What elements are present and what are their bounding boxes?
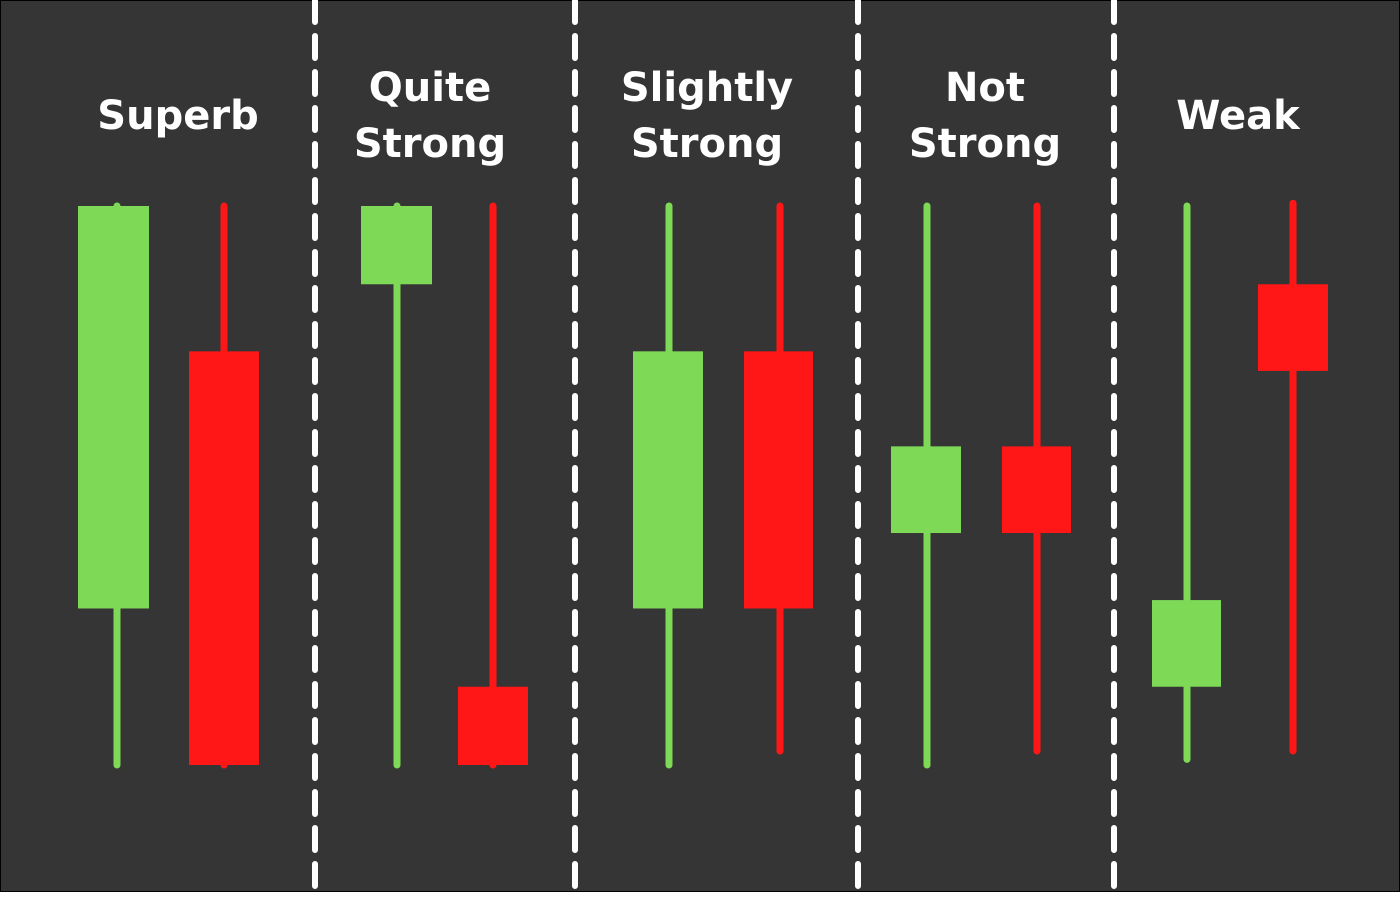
bullish-candle (78, 202, 149, 769)
column-label-line: Weak (1176, 93, 1301, 139)
bullish-candle (1152, 202, 1221, 763)
candle-body (189, 351, 259, 765)
candle-body (1002, 446, 1071, 534)
column-label-line: Strong (354, 121, 506, 167)
column-label-line: Not (945, 65, 1025, 111)
candle-body (361, 206, 432, 285)
bullish-candle (891, 202, 961, 769)
bullish-candle (361, 202, 432, 769)
column-label-line: Strong (909, 121, 1061, 167)
column-label-line: Superb (97, 93, 258, 139)
bearish-candle (744, 202, 813, 755)
bearish-candle (189, 202, 259, 769)
column-label-line: Quite (369, 65, 491, 111)
candle-body (78, 206, 149, 609)
column-dividers (312, 0, 1117, 895)
bearish-candle (1258, 199, 1328, 755)
bullish-candle (633, 202, 703, 769)
candle-body (458, 686, 528, 765)
candle-body (891, 446, 961, 534)
candles (78, 199, 1328, 769)
bearish-candle (1002, 202, 1071, 755)
candle-body (633, 351, 703, 609)
candle-body (1258, 284, 1328, 371)
column-labels: Superb Quite Strong Slightly Strong Not Strong… (97, 65, 1301, 167)
candle-body (744, 351, 813, 609)
column-label-line: Strong (631, 121, 783, 167)
column-label-line: Slightly (621, 65, 793, 111)
candle-body (1152, 600, 1221, 687)
bearish-candle (458, 202, 528, 769)
